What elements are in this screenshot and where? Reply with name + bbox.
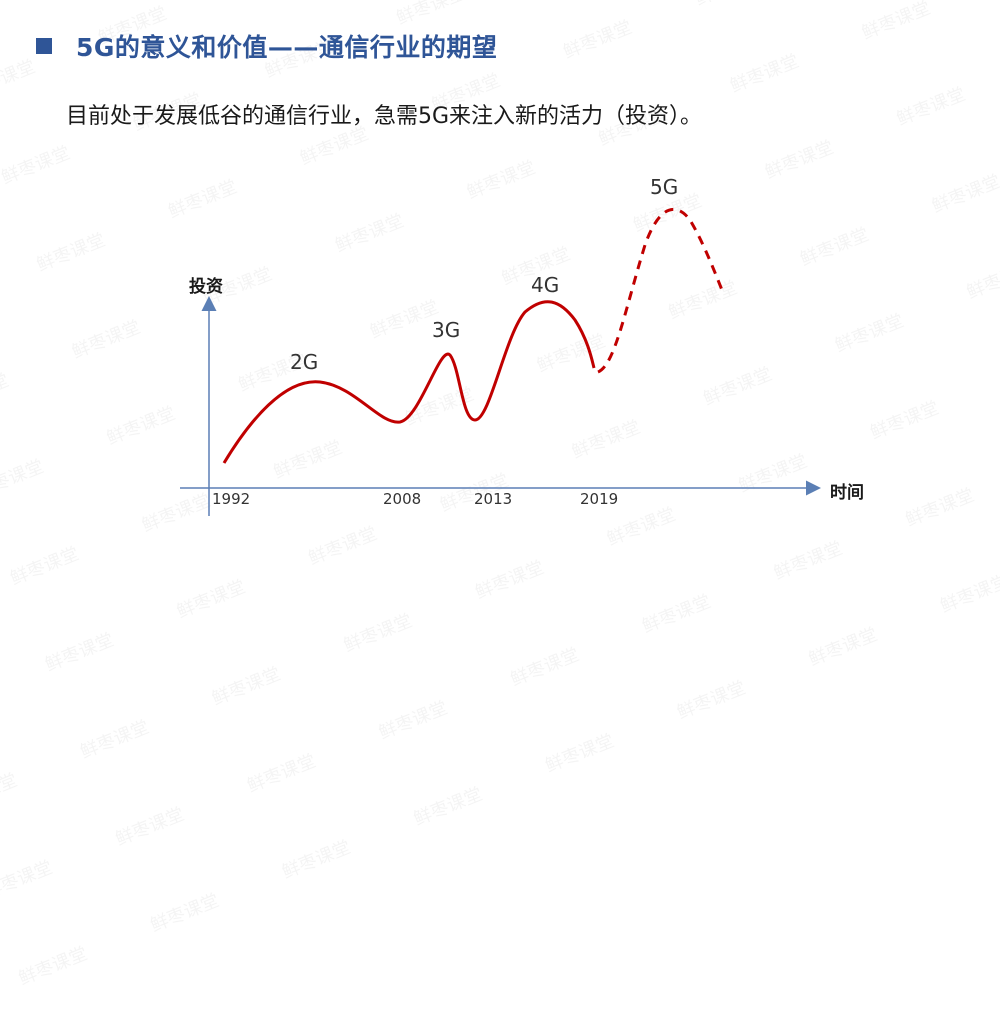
- gen-label-2g: 2G: [290, 350, 319, 374]
- watermark-text: 鲜枣课堂: [804, 621, 895, 707]
- gen-label-5g: 5G: [650, 175, 679, 199]
- year-label-1992: 1992: [212, 490, 251, 508]
- year-label-2008: 2008: [383, 490, 422, 508]
- watermark-text: 鲜枣课堂: [14, 940, 105, 1026]
- watermark-text: 鲜枣课堂: [638, 587, 729, 673]
- watermark-text: 鲜枣课堂: [541, 727, 632, 813]
- gen-label-4g: 4G: [531, 273, 560, 297]
- subtitle-text: 目前处于发展低谷的通信行业，急需5G来注入新的活力（投资）。: [66, 104, 703, 129]
- watermark-text: 鲜枣课堂: [146, 887, 237, 973]
- watermark-text: 鲜枣课堂: [278, 833, 369, 919]
- title-row: 5G的意义和价值——通信行业的期望: [36, 28, 497, 64]
- watermark-text: 鲜枣课堂: [243, 747, 334, 833]
- watermark-text: 鲜枣课堂: [111, 800, 202, 886]
- watermark-text: 鲜枣课堂: [76, 713, 167, 799]
- investment-diagram: [180, 208, 821, 516]
- watermark-text: 鲜枣课堂: [208, 660, 299, 746]
- watermark-text: 鲜枣课堂: [673, 674, 764, 760]
- investment-curve-solid: [222, 300, 596, 464]
- watermark-text: 鲜枣课堂: [471, 553, 562, 639]
- watermark-text: 鲜枣课堂: [409, 780, 500, 866]
- watermark-text: 鲜枣课堂: [506, 640, 597, 726]
- page-title: 5G的意义和价值——通信行业的期望: [76, 33, 498, 62]
- watermark-text: 鲜枣课堂: [374, 693, 465, 779]
- watermark-text: 鲜枣课堂: [0, 853, 70, 939]
- year-label-2013: 2013: [474, 490, 513, 508]
- watermark-text: 鲜枣课堂: [172, 573, 263, 659]
- gen-label-3g: 3G: [432, 318, 461, 342]
- y-axis-label: 投资: [189, 277, 223, 297]
- x-axis-label: 时间: [830, 483, 864, 503]
- bullet-square-icon: [36, 38, 52, 54]
- watermark-text: 鲜枣课堂: [339, 607, 430, 693]
- watermark-text: 鲜枣课堂: [936, 567, 1000, 653]
- watermark-text: 鲜枣课堂: [41, 626, 132, 712]
- watermark-text: 鲜枣课堂: [0, 766, 35, 852]
- investment-curve-dashed: [597, 208, 724, 374]
- year-label-2019: 2019: [580, 490, 619, 508]
